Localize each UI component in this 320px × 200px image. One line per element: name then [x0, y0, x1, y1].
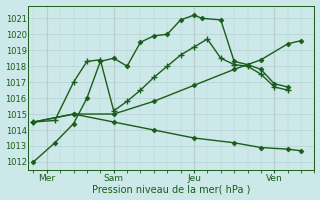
- X-axis label: Pression niveau de la mer( hPa ): Pression niveau de la mer( hPa ): [92, 184, 251, 194]
